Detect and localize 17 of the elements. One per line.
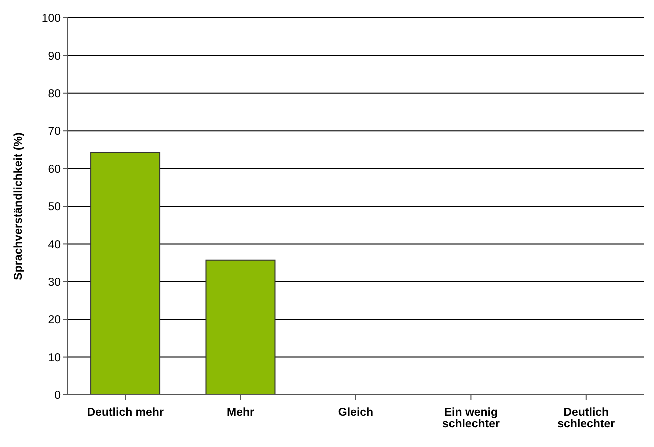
y-tick-label: 90 xyxy=(48,50,61,63)
y-tick-label: 100 xyxy=(42,13,61,26)
x-tick-label: Deutlich mehr xyxy=(87,407,164,420)
y-tick-label: 20 xyxy=(48,314,61,327)
y-tick-label: 10 xyxy=(48,352,61,364)
y-tick-label: 40 xyxy=(48,239,61,252)
y-tick-label: 80 xyxy=(48,88,61,100)
x-tick-label: Ein wenig schlechter xyxy=(442,407,500,431)
x-tick-label: Gleich xyxy=(338,407,374,420)
x-tick-label: Mehr xyxy=(227,407,256,420)
y-axis-title: Sprachverständlichkeit (%) xyxy=(13,132,26,280)
y-tick-label: 70 xyxy=(48,126,61,138)
x-tick-label: Deutlich schlechter xyxy=(558,407,616,431)
y-tick-label: 60 xyxy=(48,164,61,176)
y-tick-label: 30 xyxy=(48,276,61,289)
y-tick-label: 0 xyxy=(54,390,61,402)
y-tick-label: 50 xyxy=(48,202,61,214)
